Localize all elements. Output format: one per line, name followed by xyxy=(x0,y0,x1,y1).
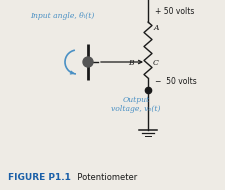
Text: Potentiometer: Potentiometer xyxy=(72,173,137,183)
Text: −  50 volts: − 50 volts xyxy=(154,78,196,86)
Text: Input angle, θᵢ(t): Input angle, θᵢ(t) xyxy=(30,12,94,20)
Circle shape xyxy=(83,57,93,67)
Text: C: C xyxy=(152,59,158,67)
Text: FIGURE P1.1: FIGURE P1.1 xyxy=(8,173,71,183)
Text: A: A xyxy=(153,24,159,32)
Text: Output
voltage, vₒ(t): Output voltage, vₒ(t) xyxy=(111,96,160,113)
Text: + 50 volts: + 50 volts xyxy=(154,7,194,17)
Text: B: B xyxy=(127,59,133,67)
